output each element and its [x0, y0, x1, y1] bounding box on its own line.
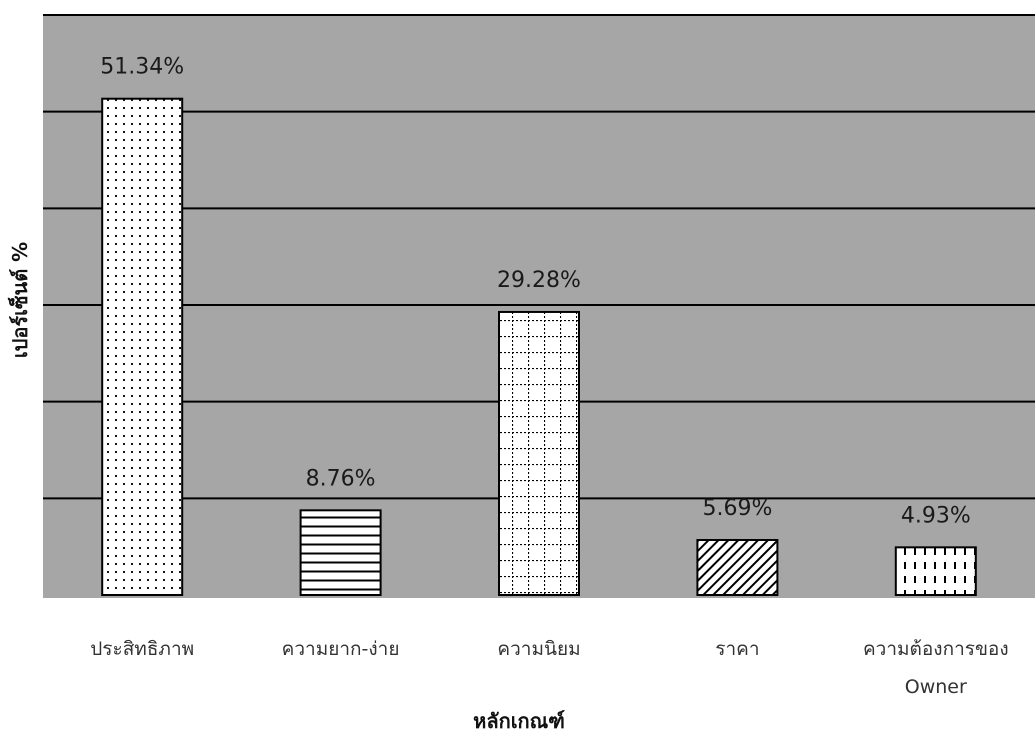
data-label-1: 51.34%: [100, 55, 184, 80]
bar-4: [696, 538, 779, 596]
data-label-4: 5.69%: [702, 496, 772, 521]
category-label-2: ความยาก-ง่าย: [282, 638, 400, 660]
x-axis-title: หลักเกณฑ์: [473, 709, 565, 733]
data-label-5: 4.93%: [901, 503, 971, 528]
category-label-5-line-2: Owner: [905, 676, 967, 698]
data-label-2: 8.76%: [306, 466, 376, 491]
category-label-5-line-1: ความต้องการของ: [863, 638, 1009, 660]
category-label-1: ประสิทธิภาพ: [90, 638, 194, 660]
bar-3: [498, 310, 580, 596]
bar-2: [299, 509, 382, 597]
category-label-3: ความนิยม: [497, 638, 580, 660]
category-label-4: ราคา: [715, 638, 759, 660]
y-axis-title: เปอร์เซ็นต์ %: [7, 242, 32, 358]
category-labels: ประสิทธิภาพ ความยาก-ง่าย ความนิยม ราคา ความต…: [90, 638, 1008, 698]
data-labels: 51.34% 8.76% 29.28% 5.69% 4.93%: [100, 55, 970, 529]
bars: [101, 97, 977, 597]
bar-5: [894, 546, 977, 596]
bar-1: [101, 97, 184, 596]
data-label-3: 29.28%: [497, 268, 581, 293]
